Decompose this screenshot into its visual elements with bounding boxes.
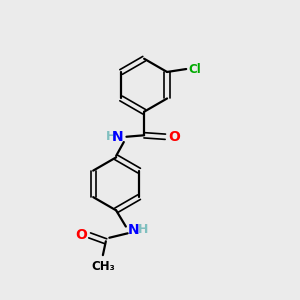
Text: O: O <box>75 228 87 242</box>
Text: N: N <box>112 130 124 144</box>
Text: O: O <box>168 130 180 144</box>
Text: Cl: Cl <box>188 62 201 76</box>
Text: H: H <box>106 130 116 143</box>
Text: CH₃: CH₃ <box>91 260 115 272</box>
Text: H: H <box>138 223 148 236</box>
Text: N: N <box>128 223 139 236</box>
